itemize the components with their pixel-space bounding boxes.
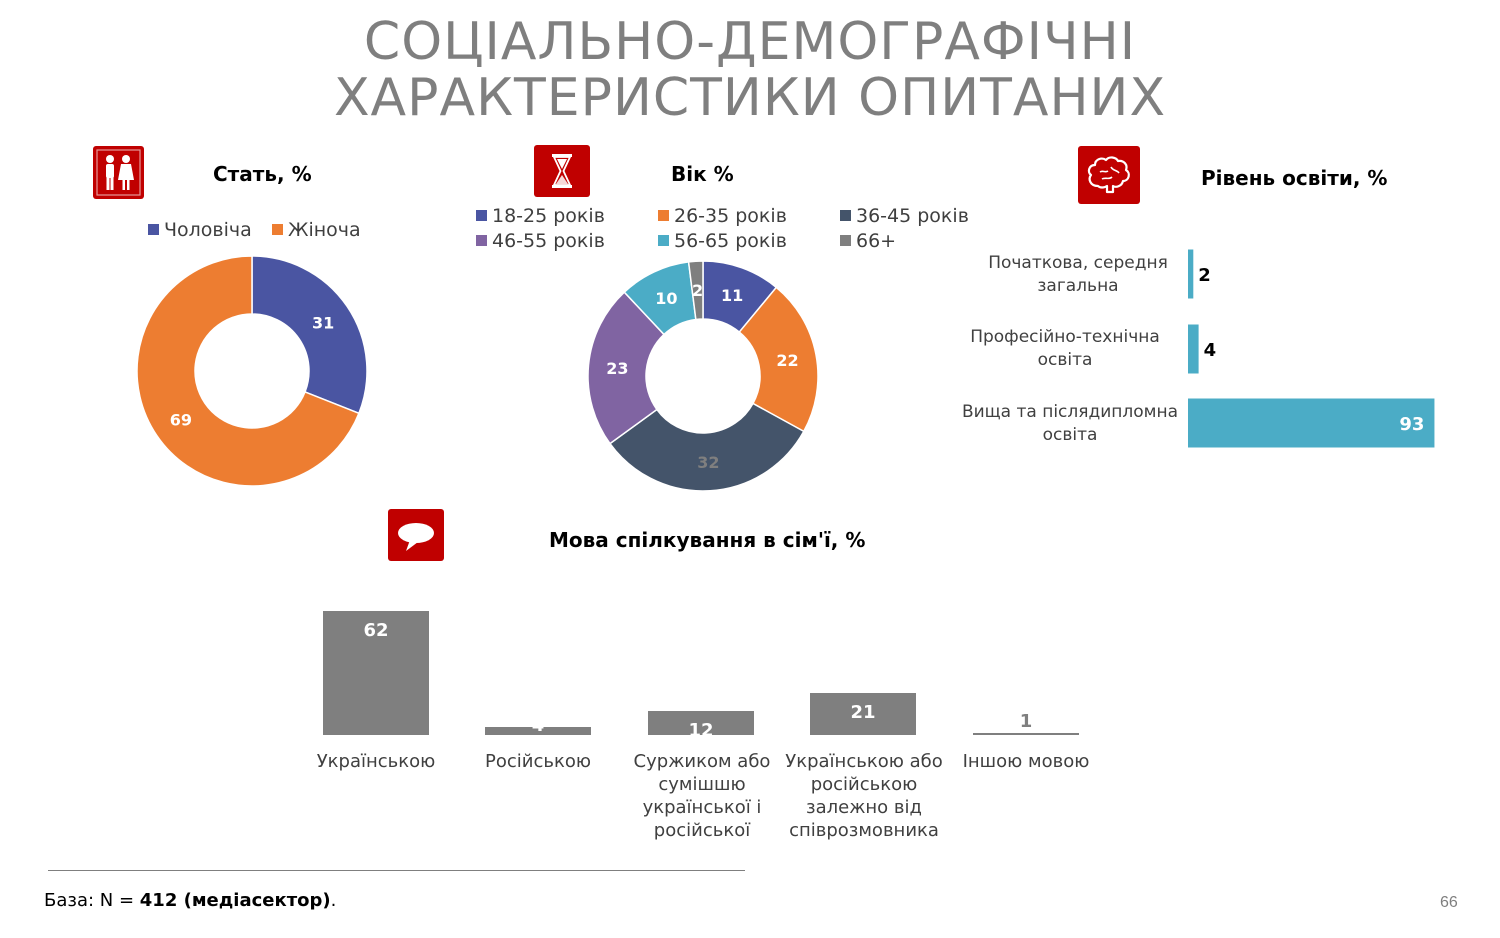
age-slice-6: [687, 260, 704, 321]
hourglass-icon: [534, 145, 590, 197]
language-bar-5: [973, 733, 1079, 735]
gender-slice-2: [136, 255, 360, 487]
gender-slice-1: [251, 255, 368, 415]
age-data-label-3: 32: [697, 453, 719, 472]
age-slice-4: [587, 291, 666, 445]
people-icon: [93, 146, 144, 199]
education-bar-3: [1188, 398, 1435, 448]
education-category-label-2: Професійно-технічна освіта: [970, 327, 1160, 370]
language-data-label-5: 1: [1020, 711, 1033, 732]
age-data-label-5: 10: [655, 289, 677, 308]
education-data-label-2: 4: [1204, 340, 1217, 361]
age-donut-chart: 11 22 32 23 10 2: [587, 260, 819, 492]
legend-label-age-26-35: 26-35 років: [674, 205, 787, 227]
speech-bubble-icon: [388, 509, 444, 561]
language-category-label-4: Українською або російською залежно від с…: [785, 751, 943, 841]
gender-data-label-1: 31: [312, 314, 334, 333]
legend-label-age-56-65: 56-65 років: [674, 230, 787, 252]
legend-label-age-46-55: 46-55 років: [492, 230, 605, 252]
language-data-label-3: 12: [688, 720, 713, 741]
legend-label-male: Чоловіча: [164, 219, 252, 241]
page-title-line-2: ХАРАКТЕРИСТИКИ ОПИТАНИХ: [333, 68, 1167, 128]
legend-label-female: Жіноча: [288, 219, 361, 241]
language-bar-1: [323, 611, 429, 735]
gender-legend: Чоловіча Жіноча: [148, 219, 408, 243]
legend-swatch-age-46-55: [476, 235, 487, 246]
language-bar-2: [485, 727, 591, 735]
language-category-label-1: Українською: [316, 751, 436, 772]
base-note-suffix: .: [330, 890, 337, 911]
legend-item-female: Жіноча: [272, 219, 361, 241]
age-data-label-4: 23: [606, 359, 628, 378]
legend-item-age-18-25: 18-25 років: [476, 205, 605, 227]
page-title: СОЦІАЛЬНО-ДЕМОГРАФІЧНІ ХАРАКТЕРИСТИКИ ОП…: [0, 14, 1500, 126]
language-data-label-1: 62: [363, 620, 388, 641]
age-slice-3: [608, 402, 805, 492]
brain-icon: [1078, 146, 1140, 204]
language-category-label-3: Суржиком або сумішшю української і росій…: [633, 751, 771, 841]
base-note-prefix: База: N =: [44, 890, 140, 911]
language-category-label-5: Іншою мовою: [962, 751, 1090, 772]
language-chart-title: Мова спілкування в сім'ї, %: [549, 528, 866, 552]
legend-swatch-age-26-35: [658, 210, 669, 221]
legend-item-age-26-35: 26-35 років: [658, 205, 787, 227]
age-data-label-2: 22: [776, 351, 798, 370]
education-category-label-1: Початкова, середня загальна: [988, 253, 1168, 296]
page-number: 66: [1440, 894, 1458, 911]
education-bar-1: [1188, 249, 1194, 299]
education-bar-chart: 2 4 93: [1188, 249, 1435, 448]
language-category-label-2: Російською: [484, 751, 591, 772]
legend-swatch-age-66: [840, 235, 851, 246]
legend-item-age-66: 66+: [840, 230, 896, 252]
age-slice-2: [738, 286, 819, 433]
legend-swatch-age-56-65: [658, 235, 669, 246]
language-bar-4: [810, 693, 916, 735]
gender-chart-title: Стать, %: [213, 162, 312, 186]
legend-label-age-18-25: 18-25 років: [492, 205, 605, 227]
base-note-sample: 412 (медіасектор): [139, 890, 331, 911]
language-data-label-4: 21: [850, 702, 875, 723]
education-bar-2: [1188, 324, 1199, 374]
language-bar-3: [648, 711, 754, 735]
language-bar-chart: 62 4 12 21 1: [323, 611, 1079, 741]
legend-swatch-age-36-45: [840, 210, 851, 221]
legend-swatch-male: [148, 224, 159, 235]
legend-swatch-age-18-25: [476, 210, 487, 221]
legend-item-male: Чоловіча: [148, 219, 252, 241]
education-category-label-3: Вища та післядипломна освіта: [961, 402, 1179, 445]
legend-label-age-36-45: 36-45 років: [856, 205, 969, 227]
language-data-label-2: 4: [532, 715, 545, 736]
legend-label-age-66: 66+: [856, 230, 897, 252]
age-data-label-1: 11: [721, 286, 743, 305]
age-data-label-6: 2: [692, 281, 703, 300]
legend-item-age-46-55: 46-55 років: [476, 230, 605, 252]
age-legend: 18-25 років 26-35 років 36-45 років 46-5…: [476, 205, 996, 257]
page-title-line-1: СОЦІАЛЬНО-ДЕМОГРАФІЧНІ: [363, 12, 1137, 72]
base-note: База: N = 412 (медіасектор).: [44, 890, 336, 911]
legend-item-age-56-65: 56-65 років: [658, 230, 787, 252]
legend-item-age-36-45: 36-45 років: [840, 205, 969, 227]
footer-divider: [48, 870, 745, 871]
gender-data-label-2: 69: [170, 410, 192, 429]
education-chart-title: Рівень освіти, %: [1201, 166, 1388, 190]
education-data-label-1: 2: [1198, 265, 1211, 286]
education-data-label-3: 93: [1399, 414, 1424, 435]
age-chart-title: Вік %: [671, 162, 734, 186]
gender-donut-chart: 31 69: [136, 255, 368, 487]
legend-swatch-female: [272, 224, 283, 235]
